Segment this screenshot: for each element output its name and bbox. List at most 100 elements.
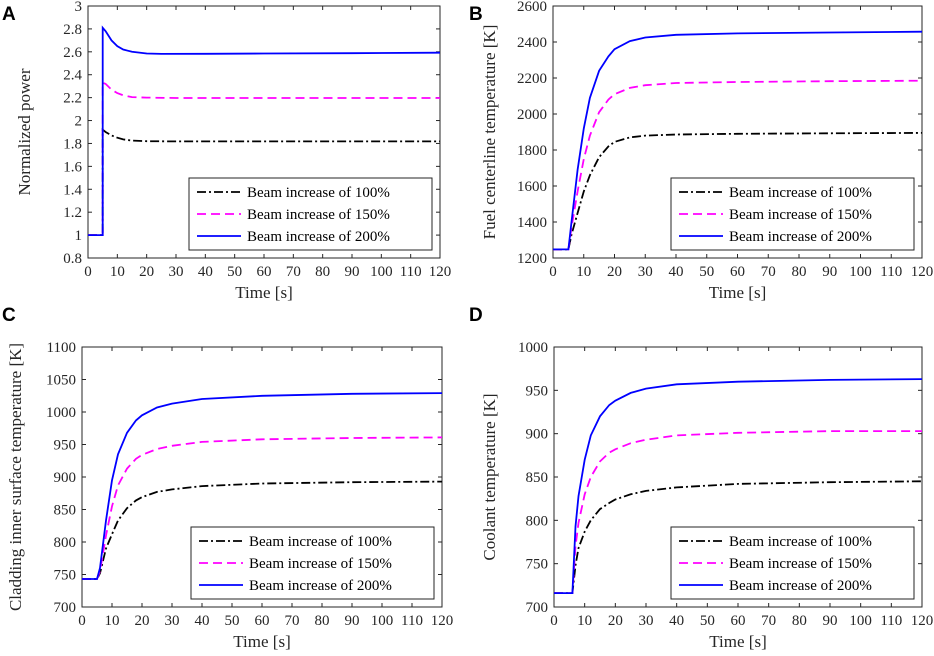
y-tick-label: 900: [54, 470, 77, 486]
x-tick-label: 0: [550, 613, 558, 629]
series-line-2: [553, 79, 922, 251]
legend-label: Beam increase of 200%: [729, 229, 872, 245]
y-axis-label: Fuel centerline temperature [K]: [480, 25, 499, 240]
legend: Beam increase of 100% Beam increase of 15…: [670, 177, 915, 251]
y-tick-label: 2200: [517, 71, 547, 87]
y-tick-label: 1050: [46, 373, 76, 389]
x-tick-label: 70: [761, 613, 776, 629]
x-tick-label: 20: [608, 613, 623, 629]
x-tick-label: 100: [370, 264, 393, 280]
series-line-2: [554, 430, 922, 594]
x-tick-label: 120: [911, 613, 934, 629]
y-tick-label: 1.2: [63, 205, 82, 221]
x-axis-label: Time [s]: [235, 283, 292, 302]
y-tick-label: 800: [526, 513, 549, 529]
x-tick-label: 10: [105, 613, 120, 629]
x-tick-label: 40: [669, 613, 684, 629]
panel-c: C 0 10 20 30 40 50 60 70 80 90 100 110 120 700 750 800 85…: [2, 305, 453, 651]
panel-d: D 0 10 20 30 40 50 60 70 80 90 100 110 120 700 750 800 85…: [469, 305, 933, 651]
legend-label: Beam increase of 150%: [247, 207, 390, 223]
panel-a: A 0 10 20 30 40 50 60 70 80 90 100 110 120 0.8 1 1.2 1.4 1…: [2, 0, 451, 302]
series-line-3: [88, 25, 440, 236]
x-tick-label: 0: [78, 613, 86, 629]
series-line-1: [82, 480, 442, 580]
x-tick-label: 20: [135, 613, 150, 629]
x-tick-label: 90: [345, 613, 360, 629]
series-line-3: [554, 378, 922, 594]
x-tick-label: 20: [139, 264, 154, 280]
x-tick-label: 90: [822, 264, 837, 280]
x-tick-label: 0: [549, 264, 557, 280]
x-tick-label: 50: [699, 264, 714, 280]
panel-letter: D: [469, 305, 483, 326]
legend-label: Beam increase of 100%: [247, 185, 390, 201]
panel-b: B 0 10 20 30 40 50 60 70 80 90 100 110 120 1200 1400 160…: [469, 0, 933, 302]
x-tick-label: 70: [286, 264, 301, 280]
y-tick-label: 900: [526, 427, 549, 443]
x-tick-label: 60: [257, 264, 272, 280]
x-tick-label: 40: [669, 264, 684, 280]
x-axis-label: Time [s]: [233, 632, 290, 651]
y-axis-label: Coolant temperature [K]: [480, 393, 499, 560]
x-tick-label: 30: [639, 613, 654, 629]
panel-letter: B: [469, 4, 483, 25]
series-line-3: [82, 392, 442, 580]
x-tick-label: 120: [431, 613, 454, 629]
x-tick-label: 30: [638, 264, 653, 280]
y-tick-label: 2000: [517, 107, 547, 123]
x-tick-label: 80: [792, 264, 807, 280]
panel-letter: C: [2, 305, 16, 326]
x-tick-label: 110: [880, 264, 902, 280]
x-tick-label: 60: [731, 613, 746, 629]
x-tick-label: 110: [401, 613, 423, 629]
y-tick-label: 950: [54, 438, 77, 454]
y-tick-label: 3: [75, 0, 83, 15]
y-tick-label: 2.4: [63, 68, 82, 84]
x-tick-label: 20: [607, 264, 622, 280]
x-tick-label: 0: [84, 264, 92, 280]
y-tick-label: 1: [75, 228, 83, 244]
y-tick-label: 850: [54, 503, 77, 519]
y-tick-label: 1.8: [63, 136, 82, 152]
x-tick-label: 40: [198, 264, 213, 280]
x-tick-label: 60: [730, 264, 745, 280]
y-tick-label: 1800: [517, 143, 547, 159]
y-tick-label: 800: [54, 535, 77, 551]
legend-label: Beam increase of 200%: [247, 229, 390, 245]
x-tick-label: 110: [400, 264, 422, 280]
x-tick-label: 10: [577, 613, 592, 629]
y-tick-label: 2: [75, 114, 83, 130]
x-tick-label: 30: [169, 264, 184, 280]
x-tick-label: 100: [849, 264, 872, 280]
x-tick-label: 110: [880, 613, 902, 629]
legend-label: Beam increase of 100%: [729, 534, 872, 550]
series-line-1: [554, 480, 922, 594]
legend: Beam increase of 100% Beam increase of 15…: [188, 177, 433, 251]
series-line-2: [82, 436, 442, 580]
y-tick-label: 2400: [517, 35, 547, 51]
x-tick-label: 90: [345, 264, 360, 280]
legend-label: Beam increase of 100%: [249, 534, 392, 550]
y-tick-label: 2600: [517, 0, 547, 15]
x-tick-label: 90: [823, 613, 838, 629]
y-tick-label: 1400: [517, 215, 547, 231]
x-tick-label: 120: [429, 264, 452, 280]
x-tick-label: 60: [255, 613, 270, 629]
y-tick-label: 1.6: [63, 159, 82, 175]
legend: Beam increase of 100% Beam increase of 15…: [190, 526, 435, 600]
x-tick-label: 80: [315, 613, 330, 629]
legend-box: [190, 526, 435, 600]
x-tick-label: 100: [371, 613, 394, 629]
x-tick-label: 30: [165, 613, 180, 629]
y-tick-label: 950: [526, 383, 549, 399]
y-axis-label: Cladding inner surface temperature [K]: [6, 343, 25, 611]
y-tick-label: 850: [526, 470, 549, 486]
x-tick-label: 80: [792, 613, 807, 629]
legend-label: Beam increase of 200%: [729, 578, 872, 594]
y-tick-label: 1000: [518, 340, 548, 356]
y-tick-label: 700: [526, 600, 549, 616]
y-axis-label: Normalized power: [15, 68, 34, 195]
x-tick-label: 40: [195, 613, 210, 629]
x-tick-label: 50: [227, 264, 242, 280]
